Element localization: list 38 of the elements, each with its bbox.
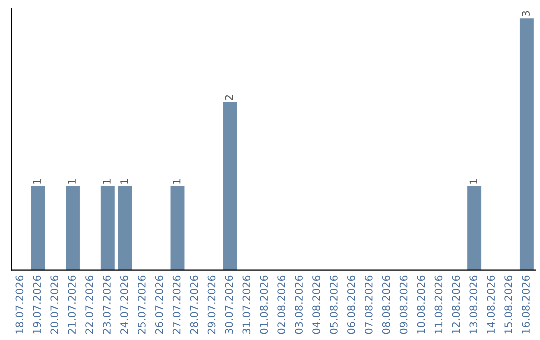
x-tick-label: 12.08.2026 [452, 276, 460, 334]
x-tick-label: 27.07.2026 [172, 276, 181, 334]
x-tick-label: 03.08.2026 [295, 276, 303, 334]
x-tick-label: 18.07.2026 [16, 276, 24, 334]
x-tick-label: 05.08.2026 [330, 276, 338, 334]
x-tick-label: 23.07.2026 [103, 276, 111, 334]
x-tick-label: 07.08.2026 [364, 276, 373, 334]
x-tick-label: 08.08.2026 [382, 276, 390, 334]
x-tick-label: 20.07.2026 [50, 276, 59, 334]
x-tick-label: 31.07.2026 [242, 276, 251, 334]
x-tick-label: 19.07.2026 [33, 276, 42, 334]
data-label: 2 [225, 96, 234, 100]
x-tick-label: 04.08.2026 [312, 276, 320, 334]
x-tick-label: 26.07.2026 [155, 276, 164, 334]
x-tick-label: 01.08.2026 [260, 276, 268, 334]
data-label: 1 [470, 179, 478, 184]
x-tick-label: 30.07.2026 [225, 276, 234, 334]
x-tick-label: 14.08.2026 [487, 276, 496, 334]
data-label: 1 [103, 179, 111, 184]
data-label: 1 [33, 179, 41, 184]
data-label: 1 [120, 179, 128, 184]
x-tick-label: 24.07.2026 [120, 276, 128, 334]
x-tick-label: 09.08.2026 [400, 276, 408, 334]
x-tick-label: 02.08.2026 [278, 276, 286, 334]
x-tick-label: 25.07.2026 [138, 276, 146, 334]
x-tick-label: 11.08.2026 [434, 276, 443, 334]
x-tick-label: 28.07.2026 [190, 276, 198, 334]
x-tick-label: 29.07.2026 [208, 276, 216, 334]
data-label: 1 [173, 179, 181, 184]
x-tick-label: 10.08.2026 [417, 276, 426, 334]
x-tick-label: 15.08.2026 [504, 276, 513, 334]
data-label: 1 [68, 179, 76, 184]
x-tick-label: 06.08.2026 [347, 276, 356, 334]
data-label: 3 [522, 11, 530, 16]
x-tick-label: 13.08.2026 [470, 276, 478, 334]
x-tick-label: 21.07.2026 [68, 276, 76, 334]
x-tick-label: 22.07.2026 [86, 276, 94, 334]
x-tick-label: 16.08.2026 [522, 276, 530, 334]
